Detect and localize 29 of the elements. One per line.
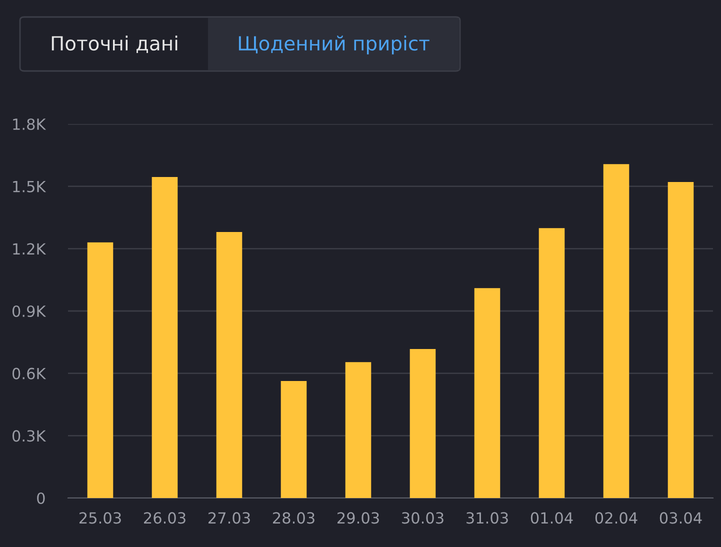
bar: [603, 164, 630, 498]
x-tick-label: 02.04: [595, 512, 638, 524]
x-tick-label: 01.04: [530, 512, 573, 524]
bar: [668, 182, 694, 498]
bar: [280, 381, 307, 498]
bar: [410, 349, 436, 498]
x-tick-label: 03.04: [660, 512, 702, 524]
x-tick-label: 31.03: [466, 512, 508, 524]
bar: [474, 288, 500, 498]
bar: [216, 232, 242, 498]
y-tick-label: 0.9K: [12, 305, 46, 318]
bar: [538, 228, 565, 498]
x-tick-label: 25.03: [80, 512, 121, 524]
y-tick-label: 1.5K: [13, 181, 46, 192]
y-tick-label: 0.6K: [12, 368, 46, 380]
text: Щоденний приріст: [238, 36, 430, 54]
x-tick-label: 27.03: [208, 512, 250, 524]
text: Поточні дані: [52, 36, 178, 54]
bar: [87, 242, 114, 498]
bar: [345, 362, 372, 498]
bar: [152, 176, 178, 498]
y-tick-label: 0: [37, 492, 45, 504]
x-tick-label: 30.03: [402, 512, 444, 524]
y-tick-label: 0.3K: [12, 430, 46, 442]
x-tick-label: 26.03: [144, 512, 186, 524]
x-tick-label: 28.03: [273, 512, 314, 524]
y-tick-label: 1.2K: [13, 243, 46, 254]
y-tick-label: 1.8K: [13, 118, 46, 130]
x-tick-label: 29.03: [338, 512, 379, 524]
